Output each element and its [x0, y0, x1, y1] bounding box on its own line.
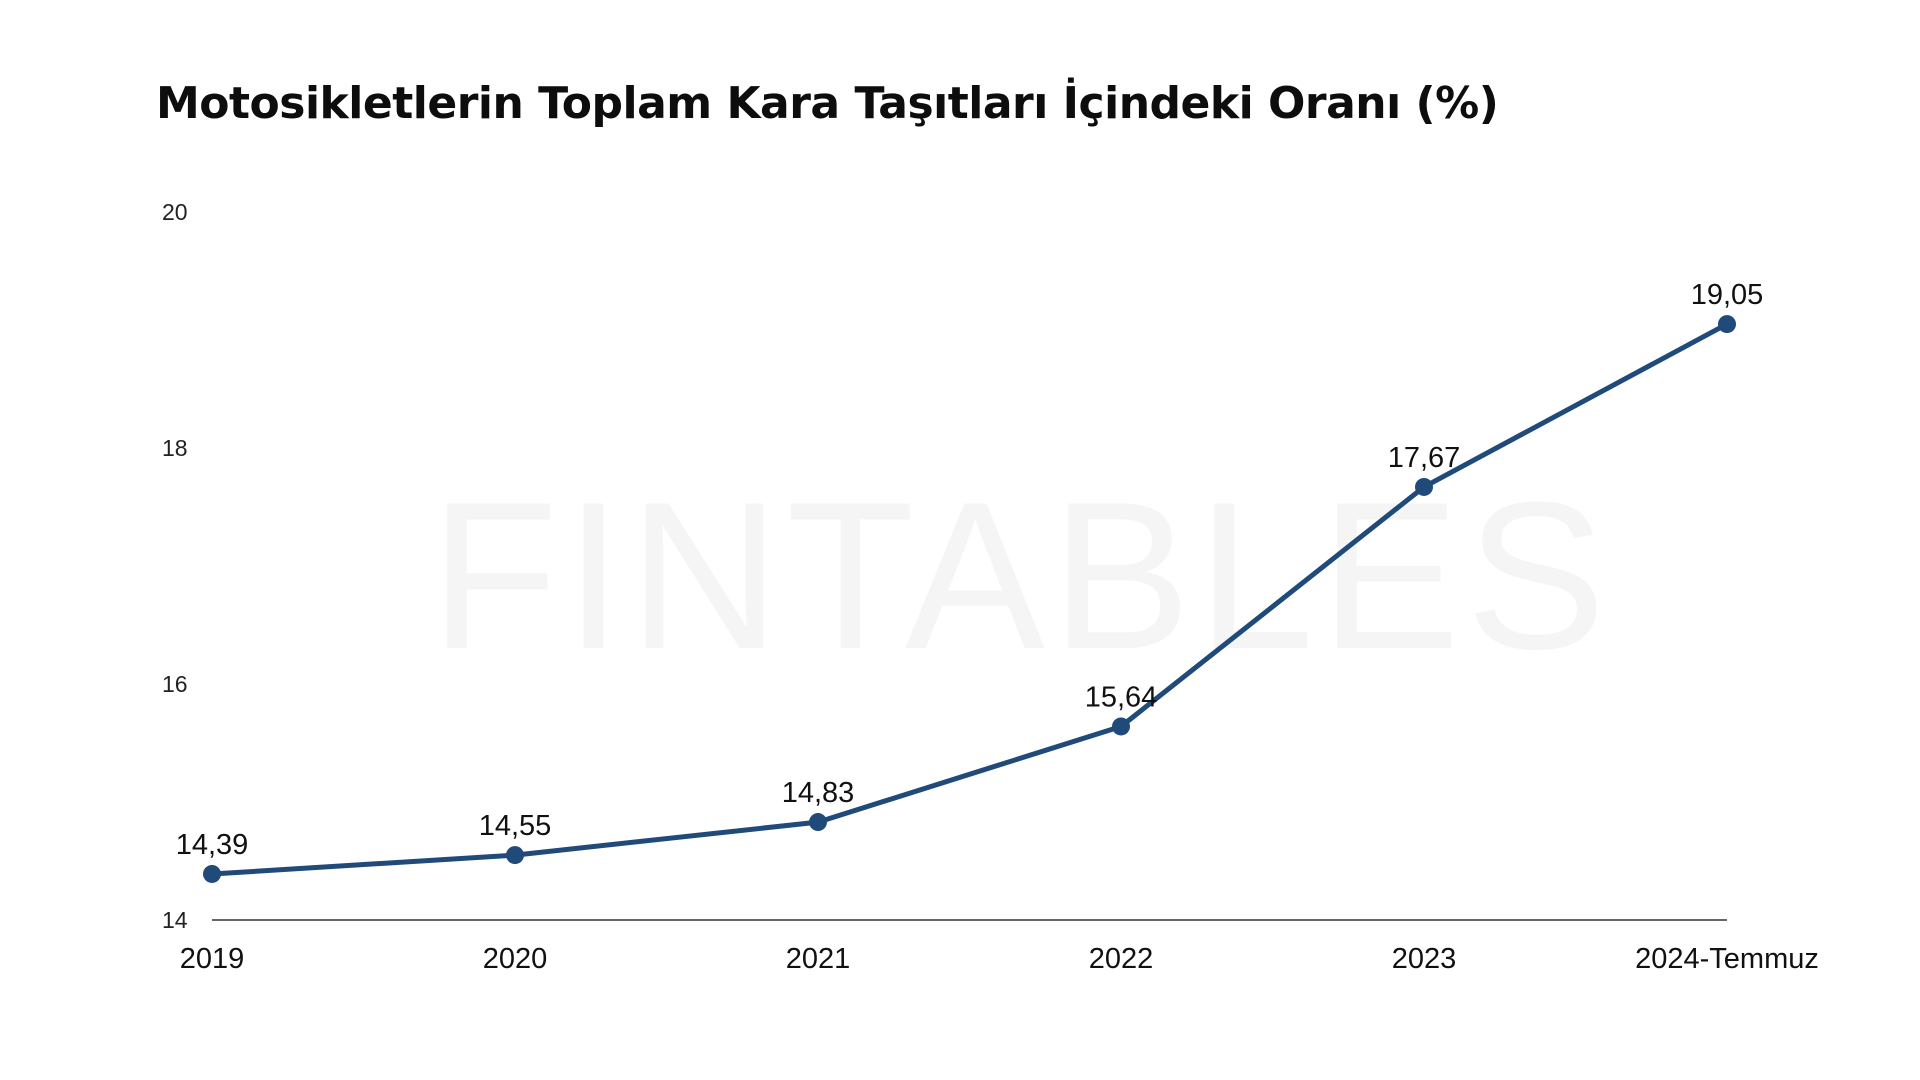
data-label: 14,39 — [176, 829, 249, 861]
y-tick-label: 14 — [162, 907, 188, 933]
data-point — [506, 846, 524, 865]
series-line — [209, 321, 1730, 877]
y-axis-ticks: 14 16 18 20 — [162, 199, 188, 933]
x-tick-label: 2023 — [1392, 943, 1457, 975]
data-point — [1112, 717, 1130, 736]
x-axis-ticks: 2019 2020 2021 2022 2023 2024-Temmuz — [180, 943, 1819, 975]
chart-title: Motosikletlerin Toplam Kara Taşıtları İç… — [156, 78, 1499, 129]
data-label: 17,67 — [1388, 442, 1461, 474]
data-point — [809, 813, 827, 832]
data-label: 19,05 — [1691, 279, 1764, 311]
data-label: 14,55 — [479, 810, 552, 842]
data-label: 14,83 — [782, 777, 855, 809]
x-tick-label: 2021 — [786, 943, 851, 975]
data-point — [1718, 315, 1736, 334]
data-point — [1415, 477, 1433, 496]
x-tick-label: 2022 — [1089, 943, 1154, 975]
data-points — [203, 315, 1736, 883]
x-tick-label: 2024-Temmuz — [1635, 943, 1819, 975]
data-point — [203, 864, 221, 883]
y-tick-label: 20 — [162, 199, 188, 225]
x-tick-label: 2019 — [180, 943, 245, 975]
x-tick-label: 2020 — [483, 943, 548, 975]
y-tick-label: 16 — [162, 671, 188, 697]
data-label: 15,64 — [1085, 681, 1158, 713]
y-tick-label: 18 — [162, 435, 188, 461]
data-labels: 14,39 14,55 14,83 15,64 17,67 19,05 — [176, 279, 1764, 861]
